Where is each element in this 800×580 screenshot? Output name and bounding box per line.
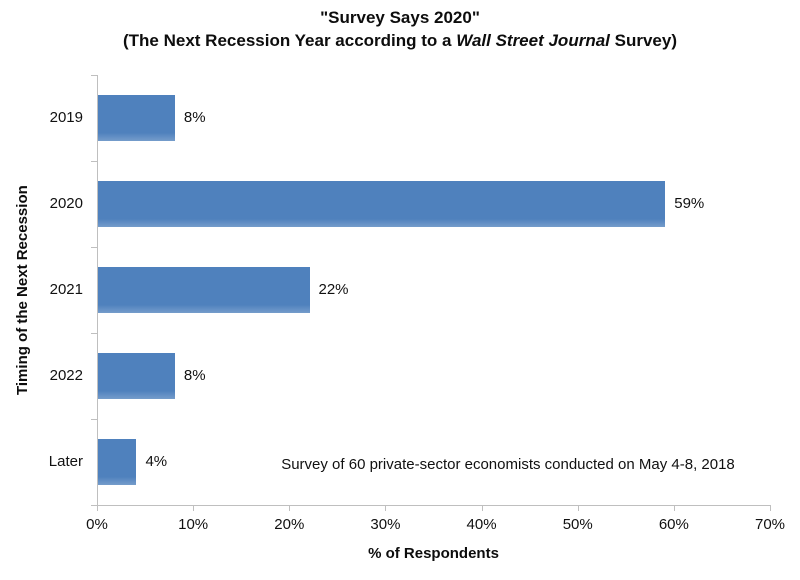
bar: [98, 181, 666, 227]
x-tick-label: 30%: [370, 516, 401, 533]
chart-subtitle-suffix: Survey): [609, 31, 677, 50]
x-axis-tick: [385, 505, 387, 511]
bar-value-label: 8%: [183, 367, 206, 384]
y-axis-tick: [91, 505, 97, 506]
bar-value-label: 59%: [674, 195, 705, 212]
bar-value-label: 4%: [145, 453, 168, 470]
x-tick-label: 40%: [466, 516, 497, 533]
plot-area: [97, 75, 771, 506]
bar-value-label: 8%: [183, 109, 206, 126]
x-tick-label: 60%: [658, 516, 689, 533]
chart-title: "Survey Says 2020": [320, 8, 480, 27]
x-axis-tick: [673, 505, 675, 511]
y-axis-tick: [91, 247, 97, 248]
x-axis-tick: [577, 505, 579, 511]
chart-subtitle-prefix: (The Next Recession Year according to a: [123, 31, 457, 50]
x-tick-label: 0%: [86, 516, 108, 533]
category-label: 2019: [49, 109, 83, 126]
y-axis-tick: [91, 333, 97, 334]
y-axis-tick: [91, 161, 97, 162]
category-label: 2020: [49, 195, 83, 212]
bar: [98, 353, 175, 399]
bar-value-label: 22%: [318, 281, 349, 298]
x-axis-tick: [481, 505, 483, 511]
y-axis-tick: [91, 419, 97, 420]
chart-subtitle: (The Next Recession Year according to a …: [0, 31, 800, 51]
y-axis-tick: [91, 75, 97, 76]
category-label: 2022: [49, 367, 83, 384]
x-tick-label: 50%: [562, 516, 593, 533]
x-axis-tick: [97, 505, 98, 511]
chart-subtitle-italic: Wall Street Journal: [456, 31, 610, 50]
x-axis-tick: [193, 505, 195, 511]
source-annotation: Survey of 60 private-sector economists c…: [281, 456, 735, 473]
bar: [98, 267, 310, 313]
bar: [98, 439, 137, 485]
category-label: 2021: [49, 281, 83, 298]
x-tick-label: 70%: [754, 516, 786, 533]
x-tick-label: 10%: [178, 516, 209, 533]
x-axis-title: % of Respondents: [368, 545, 499, 562]
x-axis-tick: [289, 505, 291, 511]
bar: [98, 95, 175, 141]
x-tick-label: 20%: [274, 516, 305, 533]
category-label: Later: [48, 453, 83, 470]
x-axis-tick: [770, 505, 771, 511]
